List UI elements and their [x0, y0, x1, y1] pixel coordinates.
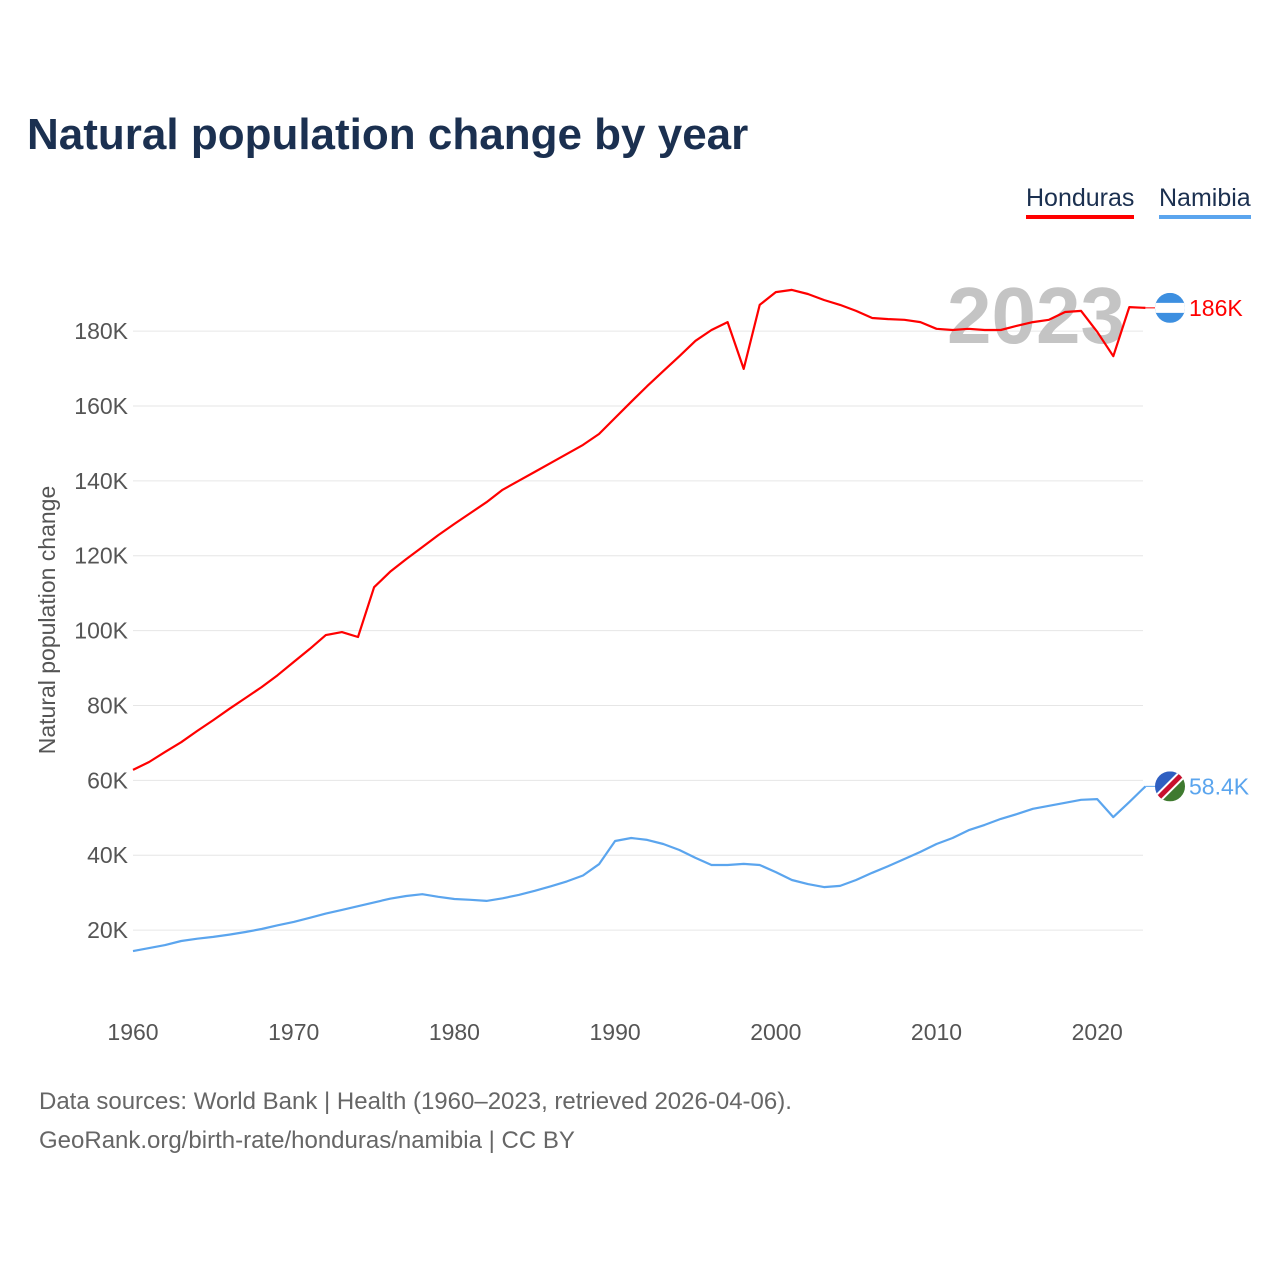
attribution: GeoRank.org/birth-rate/honduras/namibia …: [39, 1127, 575, 1154]
x-tick-label: 2020: [1072, 1019, 1123, 1045]
honduras-flag-icon: [1155, 292, 1185, 323]
namibia-flag-icon: [1155, 771, 1185, 802]
y-tick-label: 40K: [87, 842, 129, 868]
x-tick-label: 1990: [590, 1019, 641, 1045]
series-line-namibia: [132, 785, 1147, 953]
x-tick-label: 1970: [268, 1019, 319, 1045]
y-tick-label: 20K: [87, 917, 129, 943]
y-tick-label: 80K: [87, 692, 129, 718]
end-value-label: 58.4K: [1189, 773, 1250, 799]
data-sources: Data sources: World Bank | Health (1960–…: [39, 1088, 792, 1115]
x-tick-label: 1960: [107, 1019, 158, 1045]
series-line-honduras: [132, 288, 1146, 771]
legend-item-honduras[interactable]: Honduras: [1026, 184, 1135, 219]
x-tick-label: 2000: [750, 1019, 801, 1045]
y-tick-label: 60K: [87, 767, 129, 793]
y-tick-label: 180K: [74, 318, 128, 344]
x-tick-label: 2010: [911, 1019, 962, 1045]
year-watermark: 2023: [947, 271, 1125, 360]
y-axis-label: Natural population change: [34, 486, 60, 755]
y-tick-label: 160K: [74, 393, 128, 419]
x-tick-label: 1980: [429, 1019, 480, 1045]
end-value-label: 186K: [1189, 295, 1243, 321]
y-tick-label: 140K: [74, 468, 128, 494]
chart-title: Natural population change by year: [27, 110, 749, 159]
y-tick-label: 120K: [74, 543, 128, 569]
y-tick-label: 100K: [74, 618, 128, 644]
legend-item-namibia[interactable]: Namibia: [1159, 184, 1251, 219]
